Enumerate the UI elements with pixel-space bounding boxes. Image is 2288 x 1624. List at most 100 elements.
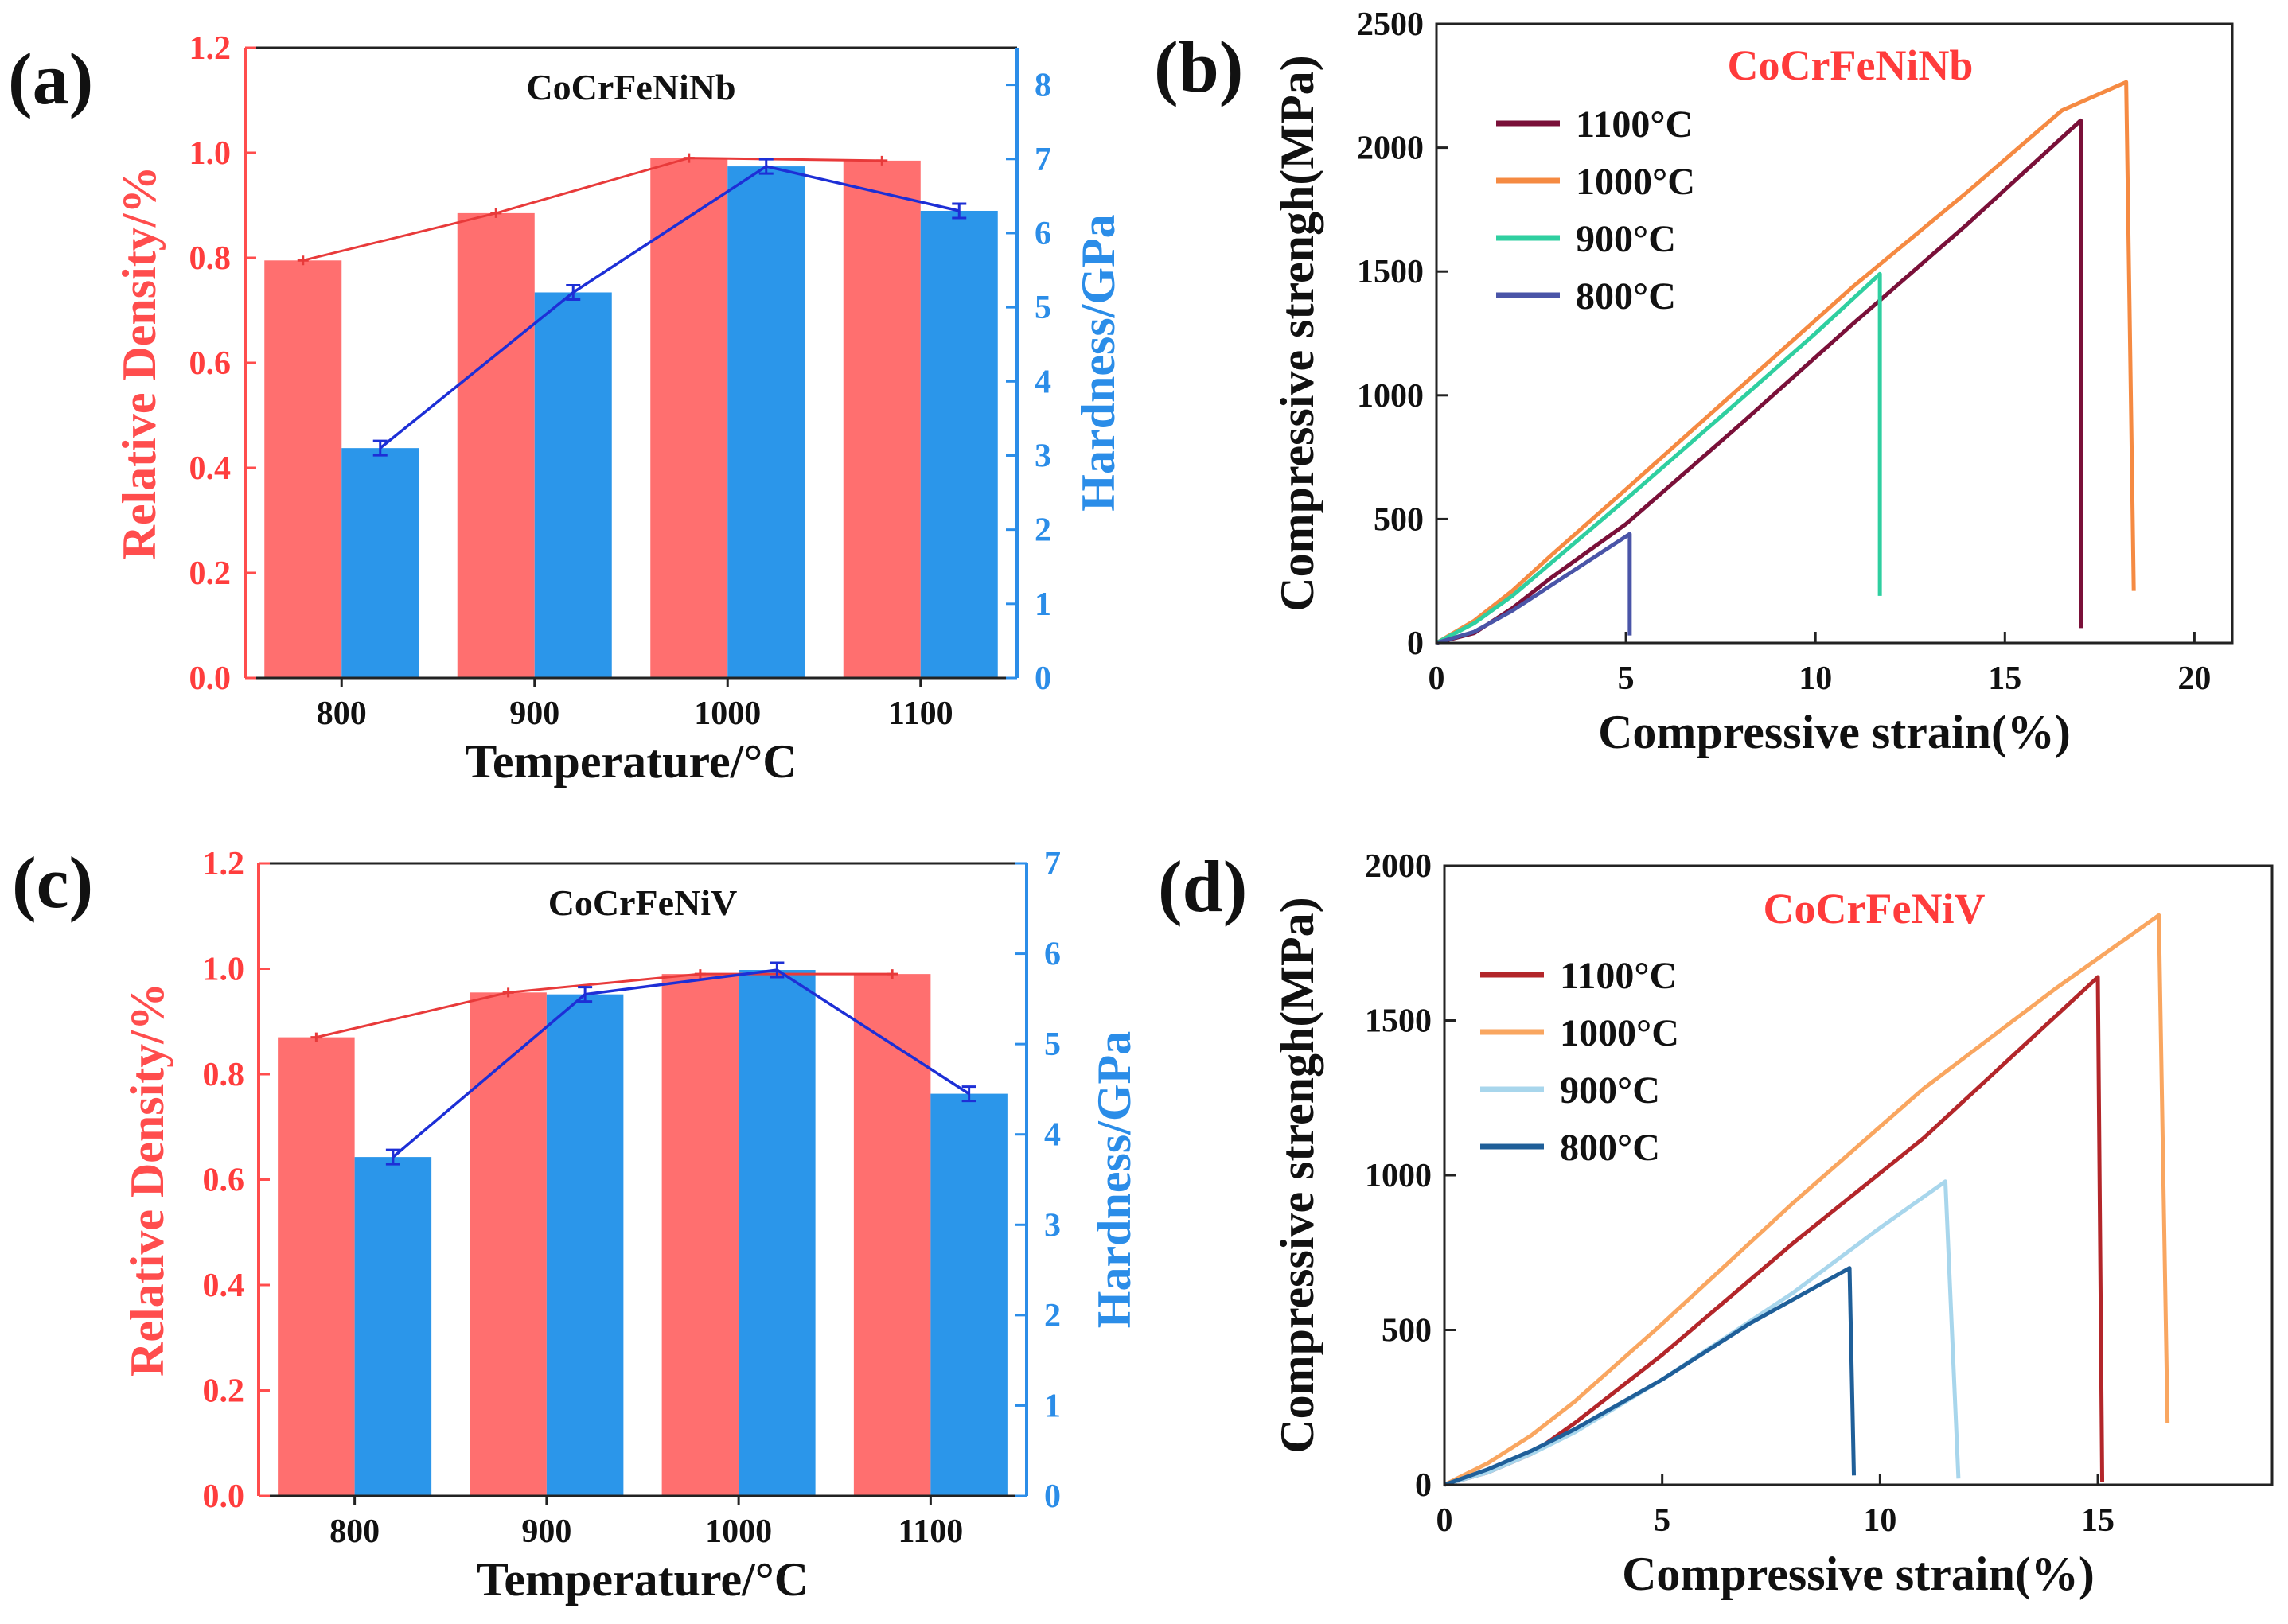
density-marker (502, 987, 514, 998)
hardness-errorbar (961, 1085, 976, 1103)
legend-label: 900°C (1560, 1069, 1660, 1112)
left-tick-label: 0.0 (203, 1478, 245, 1515)
right-tick-label: 4 (1035, 364, 1051, 400)
right-tick-label: 7 (1035, 142, 1051, 178)
density-marker (887, 969, 898, 979)
y-tick-label: 0 (1407, 625, 1424, 662)
hardness-errorbar (566, 283, 581, 301)
density-bar (661, 974, 739, 1496)
legend-label: 1100°C (1576, 103, 1693, 146)
x-tick-label: 5 (1618, 660, 1635, 697)
panel-label: (c) (12, 842, 93, 923)
x-tick-label: 1100 (888, 695, 953, 732)
hardness-bar (920, 210, 998, 678)
left-tick-label: 0.2 (189, 555, 232, 592)
density-marker (876, 155, 888, 166)
legend-label: 900°C (1576, 218, 1676, 260)
right-y-axis-label: Hardness/GPa (1072, 214, 1125, 511)
density-bar (470, 992, 547, 1496)
curve-1000c (1443, 913, 2170, 1487)
left-tick-label: 1.2 (203, 846, 245, 882)
legend-label: 800°C (1576, 275, 1676, 317)
right-tick-label: 6 (1044, 937, 1061, 973)
y-tick-label: 2000 (1365, 848, 1432, 885)
right-tick-label: 0 (1044, 1478, 1061, 1515)
hardness-bar (727, 166, 805, 679)
right-tick-label: 1 (1044, 1388, 1061, 1424)
hardness-errorbar (372, 439, 388, 457)
chart-title: CoCrFeNiNb (1728, 41, 1974, 89)
panel-label: (d) (1158, 846, 1247, 927)
right-tick-label: 6 (1035, 216, 1051, 252)
x-tick-label: 10 (1863, 1502, 1896, 1539)
y-tick-label: 500 (1382, 1313, 1432, 1349)
density-marker (297, 255, 309, 266)
y-tick-label: 1500 (1357, 254, 1424, 290)
chart-title: CoCrFeNiNb (526, 67, 735, 107)
left-tick-label: 1.0 (203, 952, 245, 988)
left-tick-label: 0.0 (189, 660, 232, 697)
hardness-line (379, 165, 960, 450)
left-tick-label: 0.6 (203, 1163, 245, 1199)
density-bar (457, 212, 535, 678)
chart-title: CoCrFeNiV (548, 882, 738, 923)
left-tick-label: 0.8 (203, 1057, 245, 1093)
y-tick-label: 1000 (1357, 378, 1424, 415)
curve-900c (1435, 271, 1882, 645)
hardness-bar (341, 448, 419, 678)
hardness-errorbar (952, 202, 967, 220)
x-tick-label: 15 (2081, 1502, 2115, 1539)
hardness-bar (739, 970, 816, 1496)
x-tick-label: 10 (1799, 660, 1832, 697)
right-tick-label: 3 (1035, 438, 1051, 474)
legend-label: 1100°C (1560, 955, 1677, 997)
panel-a: 0.0 0.2 0.4 0.6 0.8 1.0 1.2 0 1 2 3 4 5 6 7 8 800 900 1000… (8, 30, 1125, 788)
left-tick-label: 0.6 (189, 345, 232, 382)
hardness-bar (930, 1093, 1008, 1496)
right-tick-label: 4 (1044, 1117, 1061, 1154)
x-axis-label: Temperature/°C (465, 735, 797, 788)
left-tick-label: 0.8 (189, 240, 232, 277)
curve-1100c (1444, 975, 2105, 1487)
right-y-axis-label: Hardness/GPa (1088, 1031, 1140, 1328)
x-tick-label: 5 (1654, 1502, 1670, 1539)
density-bar (264, 260, 342, 678)
left-tick-label: 0.4 (189, 450, 232, 487)
x-tick-label: 900 (509, 695, 559, 732)
density-bar (843, 160, 921, 678)
x-tick-label: 0 (1429, 660, 1445, 697)
density-line (302, 157, 883, 262)
density-bar (853, 974, 931, 1496)
x-tick-label: 800 (317, 695, 367, 732)
density-line (316, 972, 893, 1039)
curve-900c (1444, 1179, 1961, 1487)
y-tick-label: 500 (1374, 501, 1424, 538)
x-tick-label: 15 (1988, 660, 2021, 697)
x-tick-label: 20 (2177, 660, 2211, 697)
curve-1000c (1435, 80, 2136, 645)
right-tick-label: 5 (1035, 290, 1051, 326)
y-tick-label: 2500 (1357, 6, 1424, 43)
left-tick-label: 0.2 (203, 1373, 245, 1410)
x-tick-label: 0 (1436, 1502, 1453, 1539)
density-bar (650, 158, 728, 679)
curve-800c (1436, 532, 1632, 645)
density-marker (310, 1032, 322, 1042)
right-tick-label: 8 (1035, 68, 1051, 104)
left-y-axis-label: Relative Density/% (113, 166, 166, 560)
right-tick-label: 5 (1044, 1026, 1061, 1063)
plot-frame (1435, 22, 2234, 645)
left-tick-label: 1.2 (189, 30, 232, 67)
left-tick-label: 1.0 (189, 135, 232, 172)
y-axis-label: Compressive strengh(MPa) (1271, 55, 1323, 611)
panel-label: (a) (8, 38, 93, 119)
x-tick-label: 900 (521, 1513, 571, 1550)
hardness-errorbar (758, 158, 774, 175)
x-tick-label: 800 (329, 1513, 380, 1550)
right-tick-label: 0 (1035, 660, 1051, 697)
left-tick-label: 0.4 (203, 1268, 245, 1304)
hardness-line (392, 968, 970, 1159)
x-axis-label: Temperature/°C (477, 1553, 809, 1606)
curve-800c (1444, 1266, 1857, 1487)
